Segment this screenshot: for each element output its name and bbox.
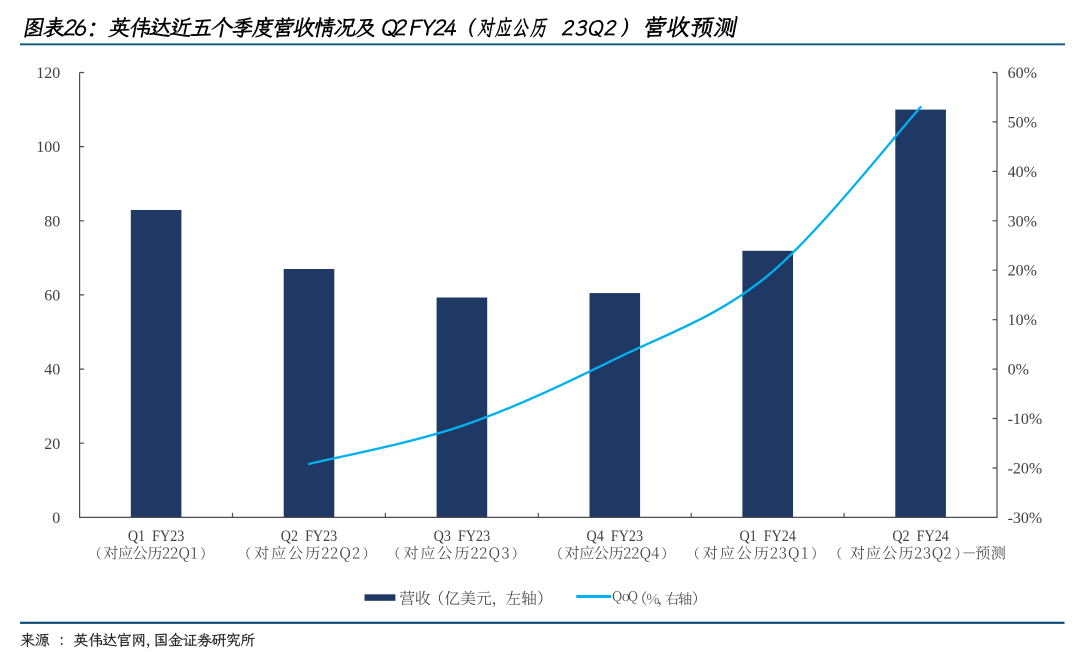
svg-text:40: 40 — [44, 362, 60, 379]
svg-text:Q2 FY23: Q2 FY23 — [281, 528, 338, 545]
svg-text:-30%: -30% — [1008, 510, 1043, 527]
svg-text:20: 20 — [44, 436, 60, 453]
svg-text:50%: 50% — [1008, 114, 1037, 131]
svg-text:0%: 0% — [1008, 362, 1029, 379]
svg-text:0: 0 — [52, 510, 60, 527]
svg-text:100: 100 — [36, 139, 60, 156]
svg-text:30%: 30% — [1008, 213, 1037, 230]
svg-text:20%: 20% — [1008, 263, 1037, 280]
svg-text:60: 60 — [44, 287, 60, 304]
svg-text:-20%: -20% — [1008, 461, 1043, 478]
svg-text:Q2 FY24: Q2 FY24 — [892, 528, 949, 545]
svg-text:Q4 FY23: Q4 FY23 — [587, 528, 644, 545]
svg-text:Q1 FY23: Q1 FY23 — [128, 528, 185, 545]
svg-text:-10%: -10% — [1008, 411, 1043, 428]
svg-text:40%: 40% — [1008, 164, 1037, 181]
svg-text:Q1 FY24: Q1 FY24 — [739, 528, 796, 545]
svg-text:10%: 10% — [1008, 312, 1037, 329]
svg-text:60%: 60% — [1008, 65, 1037, 82]
svg-text:Q3 FY23: Q3 FY23 — [434, 528, 491, 545]
svg-text:120: 120 — [36, 65, 60, 82]
svg-text:80: 80 — [44, 213, 60, 230]
